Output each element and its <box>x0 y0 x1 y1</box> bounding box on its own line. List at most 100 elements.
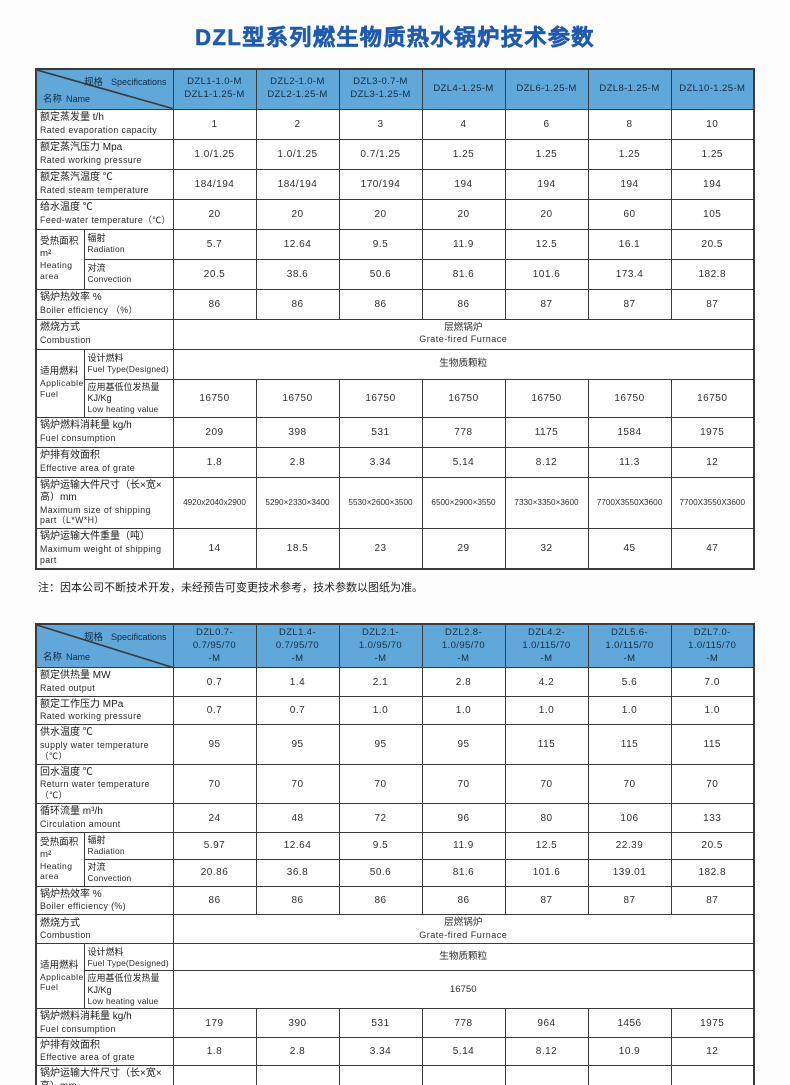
table-row: 额定蒸发量 t/h Rated evaporation capacity 1 2 3 4 6… <box>35 108 755 140</box>
value-cell: 96 <box>421 803 506 833</box>
table-row: 燃烧方式 Combustion 层燃锅炉 Grate-fired Furnace <box>35 914 755 945</box>
value-cell: 2.1 <box>338 667 423 697</box>
row-label-zh: 锅炉运输大件尺寸（长×宽×高）mm <box>40 1068 162 1085</box>
row-label-en: Fuel consumption <box>40 432 116 443</box>
value-cell: 194 <box>421 168 506 200</box>
row-label: 锅炉运输大件重量（吨） Maximum weight of shipping pa… <box>35 528 174 570</box>
corner-name-en: Name <box>66 652 91 663</box>
row-label-zh: 锅炉运输大件重量（吨） <box>40 531 150 543</box>
value-cell: 86 <box>421 288 506 320</box>
value-cell: 86 <box>338 288 423 320</box>
value-cell: 20.5 <box>670 228 755 260</box>
row-label-en: Boiler efficiency (%) <box>40 901 126 912</box>
merged-value-zh: 层燃锅炉 <box>444 917 483 929</box>
row-label: 供水温度 ℃ supply water temperature （℃） <box>35 724 174 765</box>
row-label-zh: 设计燃料 <box>87 946 124 957</box>
row-label-zh: 锅炉运输大件尺寸（长×宽×高）mm <box>40 479 162 504</box>
table-row: 锅炉燃料消耗量 kg/h Fuel consumption 209 398 531 778… <box>35 416 755 448</box>
row-label-zh: 对流 <box>87 263 106 274</box>
value-cell: 7.0 <box>670 667 755 697</box>
value-cell: 22.39 <box>587 831 672 860</box>
row-label-zh: 辐射 <box>87 233 106 244</box>
row-label-zh: 炉排有效面积 <box>40 1039 100 1051</box>
value-cell: 1.0 <box>587 695 672 726</box>
row-label-en: Applicable Fuel <box>40 378 84 399</box>
row-label-en: Fuel Type(Designed) <box>87 364 169 375</box>
value-cell: 36.8 <box>255 858 340 887</box>
table-row: 额定蒸汽压力 Mpa Rated working pressure 1.0/1.25… <box>35 138 755 170</box>
value-cell: 179 <box>172 1008 257 1038</box>
value-cell: 5.14 <box>421 1036 506 1067</box>
row-label: 回水温度 ℃ Return water temperature （℃） <box>35 763 174 805</box>
hot-water-boiler-spec-table: 规格 Specifications 名称 Name DZL0.7-0.7/95/70 -… <box>35 622 755 1085</box>
value-cell: 194 <box>587 168 672 200</box>
value-cell: 0.7 <box>172 667 257 697</box>
row-sub-label: 辐射 Radiation <box>83 831 174 860</box>
row-label-en: Radiation <box>87 244 125 255</box>
row-label-zh: 锅炉燃料消耗量 kg/h <box>40 1011 132 1023</box>
value-cell: 106 <box>587 803 672 833</box>
row-label-en: Rated steam temperature <box>40 184 149 195</box>
row-label-zh: 额定蒸发量 t/h <box>40 112 104 124</box>
value-cell: 20.86 <box>172 858 257 887</box>
value-cell: 20 <box>421 198 506 230</box>
value-cell: 105 <box>670 198 755 230</box>
value-cell: 16750 <box>421 378 506 418</box>
value-cell: 8 <box>587 108 672 140</box>
value-cell: 95 <box>255 724 340 765</box>
value-cell: 50.6 <box>338 858 423 887</box>
table-row: 供水温度 ℃ supply water temperature （℃） 95 95 95… <box>35 724 755 765</box>
value-cell: 70 <box>172 763 257 805</box>
steam-table-container: 规格 Specifications 名称 Name DZL1-1.0-M DZL1-1.… <box>35 68 755 570</box>
row-label: 燃烧方式 Combustion <box>35 914 174 945</box>
value-cell: 5.97 <box>172 831 257 860</box>
value-cell: 1175 <box>504 416 589 448</box>
value-cell: 0.7/1.25 <box>338 138 423 170</box>
table-row: 应用基低位发热量KJ/Kg Low heating value 16750 <box>36 970 755 1010</box>
row-label-en: Boiler efficiency （%） <box>40 304 138 315</box>
table-row: 燃烧方式 Combustion 层燃锅炉 Grate-fired Furnace <box>35 318 755 350</box>
value-cell: 12.5 <box>504 228 589 260</box>
value-cell: 2.8 <box>255 1036 340 1067</box>
value-cell: 5.6 <box>587 667 672 697</box>
row-label-en: Radiation <box>87 846 125 857</box>
steam-table-host: 规格 Specifications 名称 Name DZL1-1.0-M DZL1-1.… <box>35 68 755 570</box>
row-label-zh: 额定工作压力 MPa <box>40 698 124 710</box>
table-row: 炉排有效面积 Effective area of grate 1.8 2.8 3.34 5… <box>35 1036 755 1067</box>
row-label-zh: 受热面积 m² <box>40 236 79 260</box>
value-cell: 95 <box>421 724 506 765</box>
column-header: DZL1.4-0.7/95/70 -M <box>255 623 340 669</box>
column-header: DZL3-0.7-M DZL3-1.25-M <box>338 68 423 110</box>
table-row: 对流 Convection 20.5 38.6 50.6 81.6 101.6 173.4 18… <box>36 258 755 290</box>
table-row: 锅炉热效率 % Boiler efficiency (%) 86 86 86 86 87 87… <box>35 885 755 916</box>
table-row: 额定工作压力 MPa Rated working pressure 0.7 0.7 1.… <box>35 695 755 726</box>
table-row: 受热面积 m² Heating area 辐射 Radiation 5.7 12.64 9.… <box>35 228 755 290</box>
row-label: 额定供热量 MW Rated output <box>35 667 174 697</box>
value-cell: 139.01 <box>587 858 672 887</box>
column-header: DZL4-1.25-M <box>421 68 506 110</box>
row-label-en: Maximum size of shipping part（L*W*H） <box>40 504 151 526</box>
value-cell: 115 <box>504 724 589 765</box>
value-cell: 16750 <box>172 378 257 418</box>
value-cell: 1456 <box>587 1008 672 1038</box>
value-cell: 3.34 <box>338 446 423 478</box>
row-label-zh: 应用基低位发热量KJ/Kg <box>87 381 160 403</box>
value-cell: 12.64 <box>255 228 340 260</box>
value-cell: 14 <box>172 528 257 570</box>
merged-value-cell: 生物质颗粒 <box>172 943 755 972</box>
row-label: 额定蒸汽温度 ℃ Rated steam temperature <box>35 168 174 200</box>
row-label: 循环流量 m³/h Circulation amount <box>35 803 174 833</box>
table-row: 额定蒸汽温度 ℃ Rated steam temperature 184/194 18… <box>35 168 755 200</box>
row-label-en: Feed-water temperature（℃） <box>40 214 171 225</box>
value-cell: 1.25 <box>504 138 589 170</box>
value-cell: 16.1 <box>587 228 672 260</box>
row-group-label: 适用燃料 Applicable Fuel <box>35 943 85 1010</box>
value-cell: 12.5 <box>504 831 589 860</box>
value-cell: 531 <box>338 1008 423 1038</box>
row-label: 锅炉热效率 % Boiler efficiency (%) <box>35 885 174 916</box>
row-label-en: supply water temperature （℃） <box>40 739 149 761</box>
row-label-zh: 额定供热量 MW <box>40 670 111 682</box>
value-cell: 182.8 <box>670 258 755 290</box>
value-cell: 9.5 <box>338 228 423 260</box>
